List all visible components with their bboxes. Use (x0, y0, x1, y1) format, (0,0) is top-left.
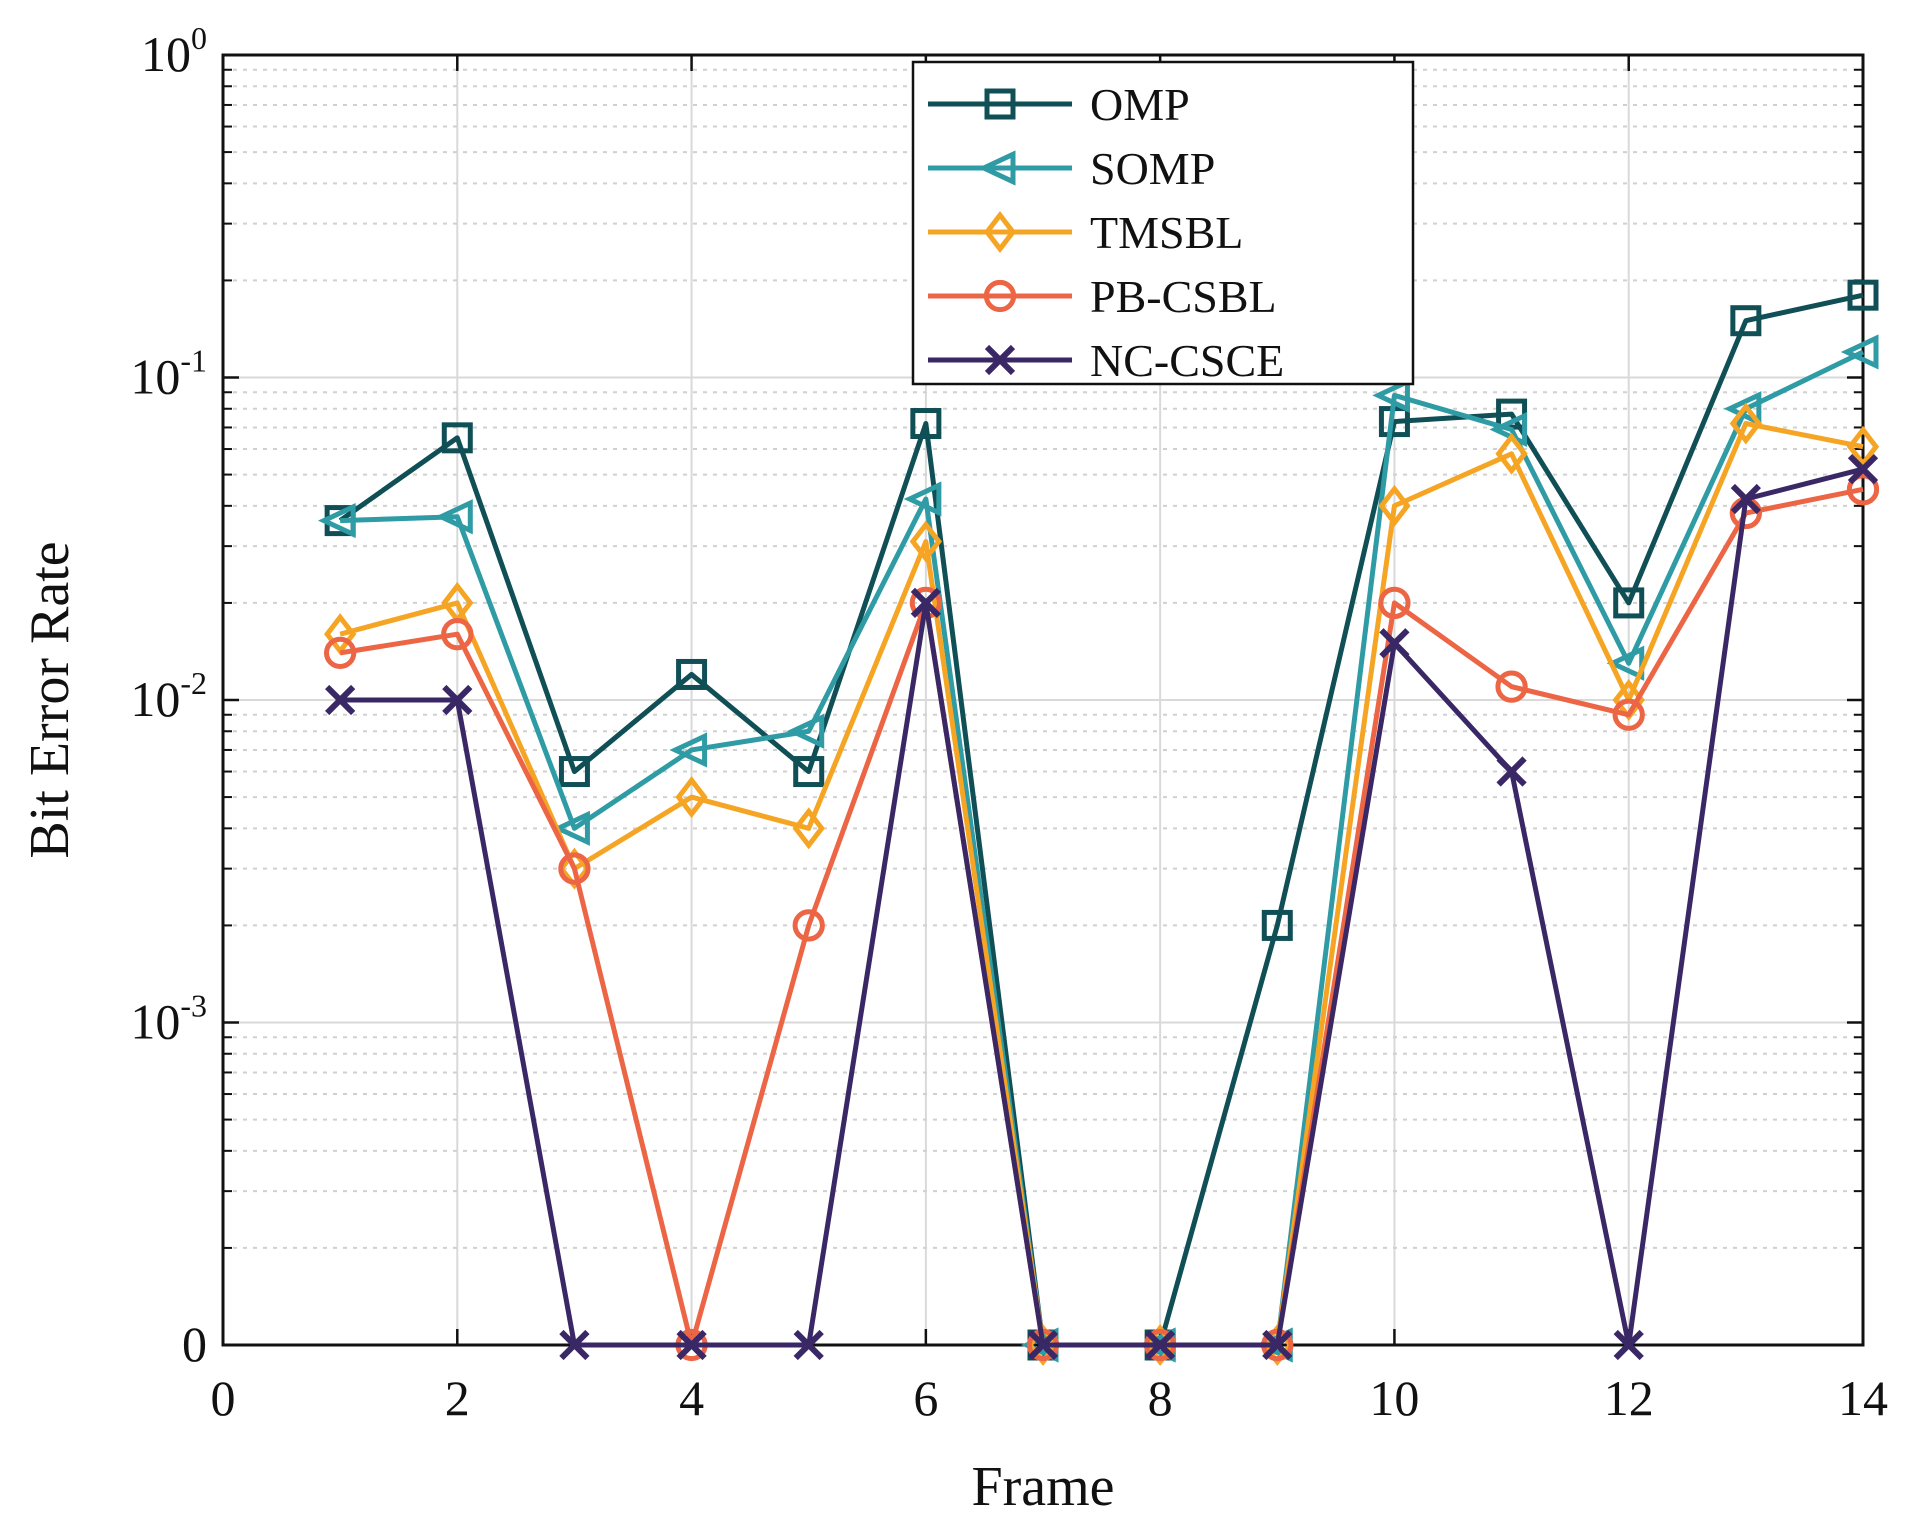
x-tick-labels: 0 2 4 6 8 10 12 14 (211, 1370, 1889, 1426)
data-point-tmsbl (1495, 432, 1528, 475)
data-point-pb-csbl (323, 636, 357, 670)
x-tick-label: 2 (445, 1370, 470, 1426)
data-point-omp (1730, 305, 1762, 337)
legend-label-tmsbl: TMSBL (1090, 207, 1243, 258)
y-tick-labels: 100 10-1 10-2 10-3 0 (130, 20, 207, 1372)
legend-label-somp: SOMP (1090, 143, 1215, 194)
data-point-nc-csce (1027, 1329, 1059, 1361)
legend-swatch-marker (977, 150, 1016, 186)
data-point-tmsbl (792, 807, 825, 850)
data-point-omp (793, 756, 825, 788)
data-point-nc-csce (1262, 1329, 1293, 1361)
data-point-nc-csce (1613, 1329, 1644, 1361)
data-point-nc-csce (1145, 1329, 1176, 1361)
data-point-omp (910, 408, 942, 440)
data-point-omp (1613, 587, 1645, 619)
data-point-nc-csce (1847, 453, 1879, 485)
data-point-tmsbl (675, 776, 708, 819)
x-tick-label: 12 (1604, 1370, 1654, 1426)
legend-swatch-marker (984, 88, 1016, 120)
data-point-nc-csce (793, 1329, 824, 1361)
data-point-nc-csce (1496, 756, 1527, 787)
data-point-tmsbl (909, 520, 943, 563)
data-point-pb-csbl (1378, 586, 1411, 620)
data-point-somp (1840, 334, 1879, 370)
legend-swatch-marker (983, 279, 1017, 313)
data-point-pb-csbl (441, 618, 474, 651)
data-point-pb-csbl (558, 852, 591, 885)
x-tick-label: 14 (1838, 1370, 1888, 1426)
x-tick-label: 4 (679, 1370, 704, 1426)
legend-label-omp: OMP (1090, 79, 1190, 130)
data-point-somp (1723, 391, 1762, 427)
data-point-nc-csce (1730, 483, 1761, 515)
legend-label-nc-csce: NC-CSCE (1090, 335, 1284, 386)
data-point-nc-csce (1379, 628, 1410, 659)
data-point-omp (1261, 909, 1293, 941)
y-tick-label-1e-3: 10-3 (130, 988, 207, 1050)
x-tick-label: 8 (1148, 1370, 1173, 1426)
y-axis-title: Bit Error Rate (19, 541, 81, 858)
data-point-omp (558, 756, 590, 788)
data-point-somp (1372, 377, 1410, 413)
data-point-omp (441, 422, 473, 454)
series-nc-csce (325, 453, 1879, 1361)
data-point-pb-csbl (1495, 670, 1528, 703)
y-tick-label-1e0: 100 (141, 20, 207, 82)
y-tick-label-zero: 0 (182, 1316, 207, 1372)
data-point-somp (786, 713, 825, 749)
data-point-somp (903, 481, 942, 517)
data-point-omp (1847, 279, 1879, 311)
legend: OMP SOMP TMSBL PB-CSBL NC-CSCE (911, 60, 1415, 386)
data-point-tmsbl (1846, 425, 1880, 468)
x-axis-title: Frame (971, 1456, 1114, 1518)
x-tick-label: 6 (913, 1370, 938, 1426)
x-tick-label: 10 (1369, 1370, 1419, 1426)
series-layer (317, 279, 1880, 1367)
data-point-somp (552, 810, 590, 846)
y-tick-label-1e-2: 10-2 (130, 665, 207, 727)
data-point-somp (317, 503, 356, 539)
data-point-tmsbl (1729, 402, 1763, 445)
data-point-nc-csce (325, 684, 356, 716)
data-point-somp (669, 732, 708, 768)
legend-swatch-marker (983, 210, 1017, 254)
data-point-tmsbl (558, 847, 591, 890)
data-point-somp (435, 499, 473, 535)
data-point-pb-csbl (1612, 698, 1645, 731)
data-point-nc-csce (676, 1329, 707, 1361)
data-point-omp (676, 658, 708, 690)
series-line-nc-csce (340, 466, 1864, 1348)
data-point-nc-csce (910, 587, 941, 619)
data-point-nc-csce (559, 1329, 590, 1361)
data-point-tmsbl (1378, 484, 1411, 527)
data-point-pb-csbl (1846, 473, 1880, 506)
x-tick-label: 0 (211, 1370, 236, 1426)
legend-label-pb-csbl: PB-CSBL (1090, 271, 1277, 322)
y-tick-label-1e-1: 10-1 (130, 343, 207, 405)
data-point-nc-csce (442, 684, 473, 716)
legend-swatches (928, 88, 1072, 376)
data-point-pb-csbl (792, 909, 825, 942)
legend-swatch-marker (984, 344, 1016, 376)
